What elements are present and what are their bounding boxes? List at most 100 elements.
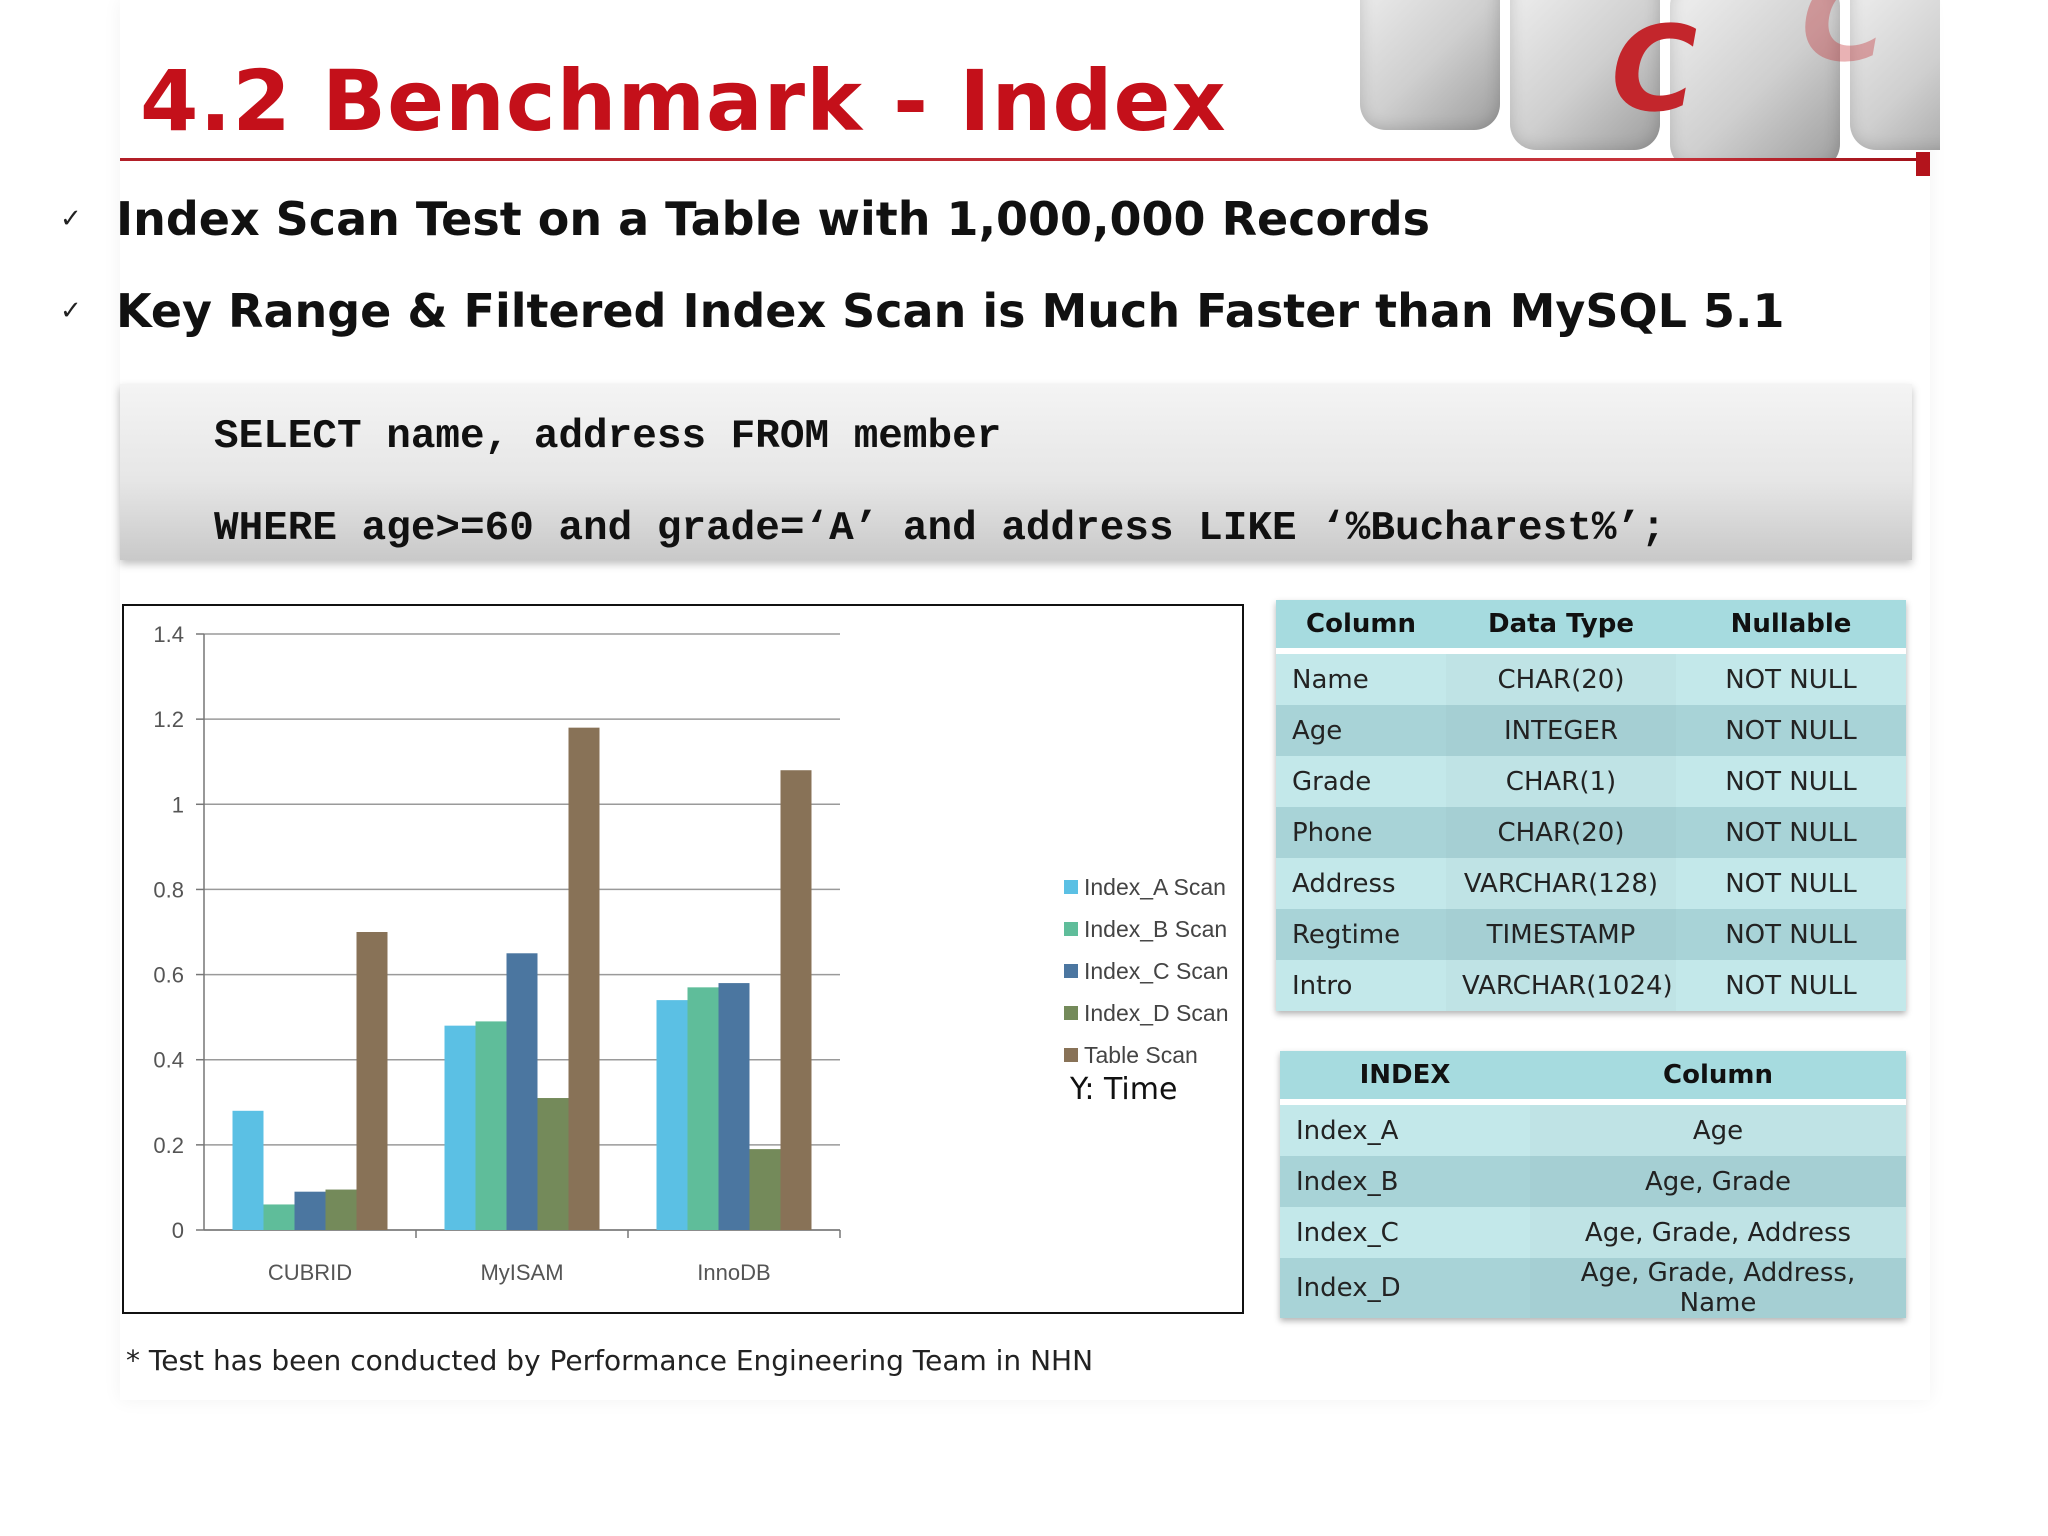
cell-nullable: NOT NULL [1676, 651, 1906, 705]
bar [325, 1189, 357, 1230]
cell-column: Phone [1276, 807, 1446, 858]
y-tick-label: 1.4 [153, 622, 184, 647]
cell-column: Grade [1276, 756, 1446, 807]
table-row: Address VARCHAR(128) NOT NULL [1276, 858, 1906, 909]
bar [568, 727, 600, 1230]
cell-columns: Age, Grade, Address, Name [1530, 1258, 1906, 1318]
bar [356, 932, 388, 1230]
title-divider [120, 158, 1930, 161]
legend-label: Index_A Scan [1084, 873, 1226, 900]
cell-type: VARCHAR(128) [1446, 858, 1676, 909]
legend-item: Index_D Scan [1064, 992, 1228, 1034]
bar [232, 1110, 264, 1230]
table-row: Index_D Age, Grade, Address, Name [1280, 1258, 1906, 1318]
legend-label: Index_D Scan [1084, 999, 1229, 1026]
y-tick-label: 0 [172, 1218, 184, 1243]
legend-item: Index_B Scan [1064, 908, 1228, 950]
cell-column: Age [1276, 705, 1446, 756]
bar [263, 1204, 295, 1230]
legend-item: Index_C Scan [1064, 950, 1228, 992]
cell-type: CHAR(20) [1446, 651, 1676, 705]
legend-item: Index_A Scan [1064, 866, 1228, 908]
x-tick-label: InnoDB [697, 1260, 770, 1285]
cell-type: CHAR(1) [1446, 756, 1676, 807]
table-row: Age INTEGER NOT NULL [1276, 705, 1906, 756]
cell-nullable: NOT NULL [1676, 858, 1906, 909]
header-index: INDEX [1280, 1051, 1530, 1105]
cell-type: VARCHAR(1024) [1446, 960, 1676, 1011]
legend-swatch [1064, 1048, 1078, 1062]
cell-nullable: NOT NULL [1676, 756, 1906, 807]
cell-type: TIMESTAMP [1446, 909, 1676, 960]
sql-query-box: SELECT name, address FROM member WHERE a… [120, 384, 1912, 560]
bar [475, 1021, 507, 1230]
bar [444, 1025, 476, 1230]
y-tick-label: 1 [172, 792, 184, 817]
table-row: Phone CHAR(20) NOT NULL [1276, 807, 1906, 858]
sql-line-1: SELECT name, address FROM member [214, 414, 1002, 460]
cell-nullable: NOT NULL [1676, 705, 1906, 756]
y-tick-label: 1.2 [153, 707, 184, 732]
checkmark-icon: ✓ [60, 204, 82, 234]
table-row: Name CHAR(20) NOT NULL [1276, 651, 1906, 705]
header-column: Column [1276, 600, 1446, 654]
legend-item: Table Scan [1064, 1034, 1228, 1076]
bar [294, 1191, 326, 1230]
title-divider-end [1916, 152, 1930, 176]
table-row: Regtime TIMESTAMP NOT NULL [1276, 909, 1906, 960]
cell-nullable: NOT NULL [1676, 909, 1906, 960]
cell-columns: Age [1530, 1102, 1906, 1156]
bar [687, 987, 719, 1230]
sql-line-2: WHERE age>=60 and grade=‘A’ and address … [214, 506, 1666, 552]
bar [656, 1000, 688, 1230]
legend-label: Index_B Scan [1084, 915, 1228, 942]
y-tick-label: 0.2 [153, 1133, 184, 1158]
x-tick-label: MyISAM [480, 1260, 563, 1285]
y-axis-note: Y: Time [1070, 1072, 1178, 1107]
y-tick-label: 0.6 [153, 963, 184, 988]
cell-index: Index_A [1280, 1102, 1530, 1156]
cell-type: INTEGER [1446, 705, 1676, 756]
legend-swatch [1064, 880, 1078, 894]
legend-label: Table Scan [1084, 1041, 1198, 1068]
legend-swatch [1064, 1006, 1078, 1020]
legend-label: Index_C Scan [1084, 957, 1229, 984]
table-row: Index_A Age [1280, 1102, 1906, 1156]
y-tick-label: 0.8 [153, 877, 184, 902]
bullet-text: Index Scan Test on a Table with 1,000,00… [116, 192, 1431, 246]
bullet-2: ✓ Key Range & Filtered Index Scan is Muc… [60, 284, 1784, 338]
page-title: 4.2 Benchmark - Index [140, 52, 1227, 150]
bar [506, 953, 538, 1230]
cell-type: CHAR(20) [1446, 807, 1676, 858]
cell-index: Index_D [1280, 1258, 1530, 1318]
table-row: Grade CHAR(1) NOT NULL [1276, 756, 1906, 807]
header-nullable: Nullable [1676, 600, 1906, 654]
x-tick-label: CUBRID [268, 1260, 352, 1285]
cell-column: Name [1276, 651, 1446, 705]
cell-index: Index_C [1280, 1207, 1530, 1258]
cell-index: Index_B [1280, 1156, 1530, 1207]
cubrid-logo-decoration: C C [1360, 0, 1940, 160]
cell-nullable: NOT NULL [1676, 960, 1906, 1011]
bar-chart: 0 0.2 0.4 0.6 0.8 1 1.2 1.4 CUBRID MyISAM InnoDB I… [122, 604, 1244, 1314]
y-tick-label: 0.4 [153, 1048, 184, 1073]
cell-columns: Age, Grade [1530, 1156, 1906, 1207]
bar [718, 983, 750, 1230]
cell-column: Address [1276, 858, 1446, 909]
chart-legend: Index_A Scan Index_B Scan Index_C Scan Inde… [1064, 866, 1228, 1076]
cell-columns: Age, Grade, Address [1530, 1207, 1906, 1258]
legend-swatch [1064, 964, 1078, 978]
table-row: Index_B Age, Grade [1280, 1156, 1906, 1207]
index-table: INDEX Column Index_A Age Index_B Age, Gr… [1280, 1051, 1906, 1318]
header-data-type: Data Type [1446, 600, 1676, 654]
bullet-text: Key Range & Filtered Index Scan is Much … [116, 284, 1785, 338]
bar [749, 1149, 781, 1230]
bar [780, 770, 812, 1230]
bullet-1: ✓ Index Scan Test on a Table with 1,000,… [60, 192, 1430, 246]
cell-column: Intro [1276, 960, 1446, 1011]
cell-column: Regtime [1276, 909, 1446, 960]
bar [537, 1098, 569, 1230]
footnote: * Test has been conducted by Performance… [126, 1344, 1094, 1377]
table-row: Intro VARCHAR(1024) NOT NULL [1276, 960, 1906, 1011]
chart-plot: 0 0.2 0.4 0.6 0.8 1 1.2 1.4 CUBRID MyISAM InnoDB [153, 622, 841, 1285]
